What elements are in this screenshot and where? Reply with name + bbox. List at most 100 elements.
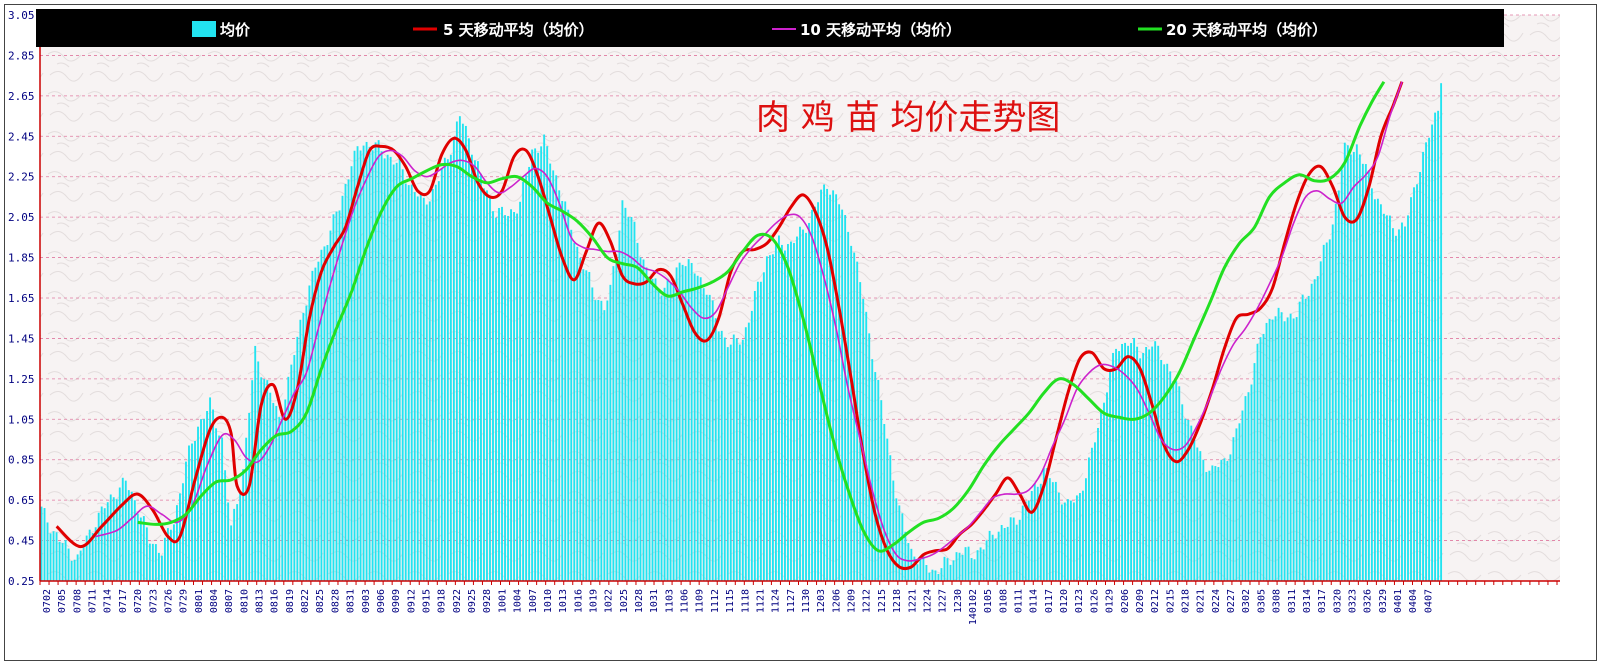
x-tick-label: 1022 xyxy=(604,589,615,613)
price-bar xyxy=(952,560,955,581)
price-bar xyxy=(260,377,263,581)
price-bar xyxy=(326,245,329,581)
price-bar xyxy=(209,397,211,581)
price-bar xyxy=(49,533,52,581)
x-tick-label: 1218 xyxy=(892,589,903,613)
price-bar xyxy=(904,531,907,581)
price-bar xyxy=(1232,437,1235,581)
price-bar xyxy=(621,200,624,582)
price-bar xyxy=(705,294,708,581)
price-bar xyxy=(1385,215,1388,581)
price-bar xyxy=(741,339,744,581)
x-tick-label: 0111 xyxy=(1014,589,1025,613)
price-bar xyxy=(464,125,467,581)
price-bar xyxy=(317,261,320,581)
price-bar xyxy=(79,550,82,581)
price-bar xyxy=(946,558,949,581)
price-bar xyxy=(630,216,633,581)
price-bar xyxy=(874,372,877,581)
x-tick-label: 1127 xyxy=(786,589,797,613)
price-bar xyxy=(200,419,202,581)
x-tick-label: 1124 xyxy=(771,589,782,613)
price-bar xyxy=(148,543,151,581)
x-tick-label: 0928 xyxy=(482,589,493,613)
x-tick-label: 1004 xyxy=(513,589,524,613)
price-bar xyxy=(814,206,816,581)
price-bar xyxy=(1139,358,1142,581)
price-bar xyxy=(645,267,648,581)
price-bar xyxy=(341,195,344,581)
price-bar xyxy=(251,380,254,581)
price-bar xyxy=(1085,478,1087,581)
price-bar xyxy=(1283,321,1286,581)
price-bar xyxy=(215,428,218,581)
price-bar xyxy=(687,259,690,581)
price-bar xyxy=(1259,337,1262,581)
price-bar xyxy=(467,138,470,581)
y-tick-label: 3.05 xyxy=(8,9,35,22)
price-bar xyxy=(224,470,227,581)
price-bar xyxy=(157,552,160,581)
x-tick-label: 1019 xyxy=(589,589,600,613)
price-bar xyxy=(1379,204,1382,581)
price-bar xyxy=(492,211,494,582)
price-bar xyxy=(254,345,257,581)
price-bar xyxy=(829,194,832,581)
price-bar xyxy=(191,443,193,581)
price-bar xyxy=(103,508,106,581)
price-bar xyxy=(452,136,455,581)
price-bar xyxy=(543,134,546,582)
price-bar xyxy=(1130,343,1133,581)
price-bar xyxy=(1425,142,1427,581)
price-bar xyxy=(1121,343,1123,581)
price-bar xyxy=(1081,490,1084,581)
price-bar xyxy=(332,214,335,581)
price-bar xyxy=(1039,483,1042,581)
price-bar xyxy=(1398,229,1400,581)
y-tick-label: 2.05 xyxy=(8,211,35,224)
price-bar xyxy=(1069,500,1072,581)
price-bar xyxy=(1349,154,1352,582)
x-tick-label: 0215 xyxy=(1165,589,1176,613)
x-tick-label: 0129 xyxy=(1105,589,1116,613)
y-tick-label: 2.65 xyxy=(8,90,35,103)
x-tick-label: 0302 xyxy=(1241,589,1252,613)
price-bar xyxy=(142,516,145,581)
price-bar xyxy=(278,417,281,581)
price-bar xyxy=(1370,188,1373,581)
price-bar xyxy=(91,533,94,581)
price-bar xyxy=(1352,151,1355,581)
x-axis-ticks: 0702 0705 0708 0711 0714 0717 0720 0723 0726 0729… xyxy=(42,589,1434,625)
price-bar xyxy=(100,506,103,581)
price-bar xyxy=(85,535,88,581)
price-bar xyxy=(528,166,531,581)
price-bar xyxy=(112,497,115,581)
price-bar xyxy=(552,170,555,581)
x-tick-label: 0912 xyxy=(406,589,417,613)
price-bar xyxy=(985,540,988,581)
price-bar xyxy=(880,400,883,581)
price-bar xyxy=(449,154,452,581)
price-bar xyxy=(52,531,55,581)
price-bar xyxy=(218,435,221,581)
price-bar xyxy=(302,312,305,581)
price-bar xyxy=(269,392,272,581)
x-tick-label: 0922 xyxy=(452,589,463,613)
price-bar xyxy=(308,285,311,581)
price-bar xyxy=(67,548,70,581)
price-bar xyxy=(1151,346,1154,581)
price-bar xyxy=(711,300,714,581)
x-tick-label: 0317 xyxy=(1317,589,1328,613)
legend: 均价 5 天移动平均（均价） 10 天移动平均（均价） 20 天移动平均（均价） xyxy=(36,9,1504,47)
price-bar xyxy=(1015,524,1018,581)
x-tick-label: 0822 xyxy=(300,589,311,613)
price-bar xyxy=(1009,517,1012,581)
price-bar xyxy=(982,549,985,581)
price-bar xyxy=(723,337,726,581)
price-bar xyxy=(771,254,774,581)
price-bar xyxy=(753,291,756,581)
price-bar xyxy=(329,230,332,581)
price-bar xyxy=(916,564,919,581)
price-bar xyxy=(1241,410,1244,581)
price-bar xyxy=(702,288,705,581)
